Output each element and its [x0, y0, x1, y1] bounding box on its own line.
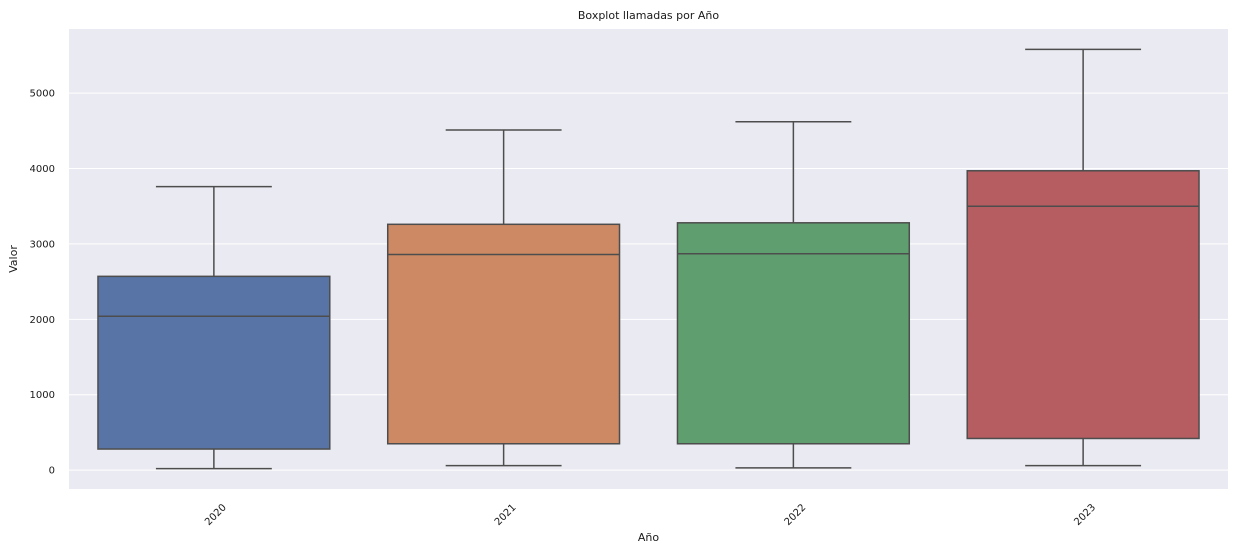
- x-axis-label: Año: [638, 531, 659, 544]
- x-tick-label: 2022: [783, 502, 809, 528]
- x-tick-label: 2020: [203, 502, 229, 528]
- iqr-box: [386, 223, 621, 445]
- x-tick-label: 2023: [1072, 502, 1098, 528]
- y-tick-label: 3000: [30, 239, 55, 250]
- y-axis-ticks: 0 1000 2000 3000 4000 5000: [30, 89, 55, 477]
- y-tick-label: 1000: [30, 390, 55, 401]
- y-tick-label: 4000: [30, 164, 55, 175]
- x-tick-label: 2021: [493, 502, 519, 528]
- box-series: [97, 48, 1200, 470]
- chart-title: Boxplot llamadas por Año: [578, 9, 720, 22]
- box-2020: [97, 185, 331, 470]
- y-tick-label: 0: [49, 466, 55, 477]
- x-axis-ticks: 2020 2021 2022 2023: [203, 502, 1098, 528]
- iqr-box: [97, 275, 331, 450]
- box-2023: [966, 48, 1200, 467]
- y-tick-label: 2000: [30, 315, 55, 326]
- y-axis-label: Valor: [7, 245, 20, 273]
- box-2022: [676, 121, 911, 469]
- iqr-box: [676, 222, 911, 445]
- iqr-box: [966, 170, 1200, 440]
- box-2021: [386, 129, 621, 467]
- y-tick-label: 5000: [30, 89, 55, 100]
